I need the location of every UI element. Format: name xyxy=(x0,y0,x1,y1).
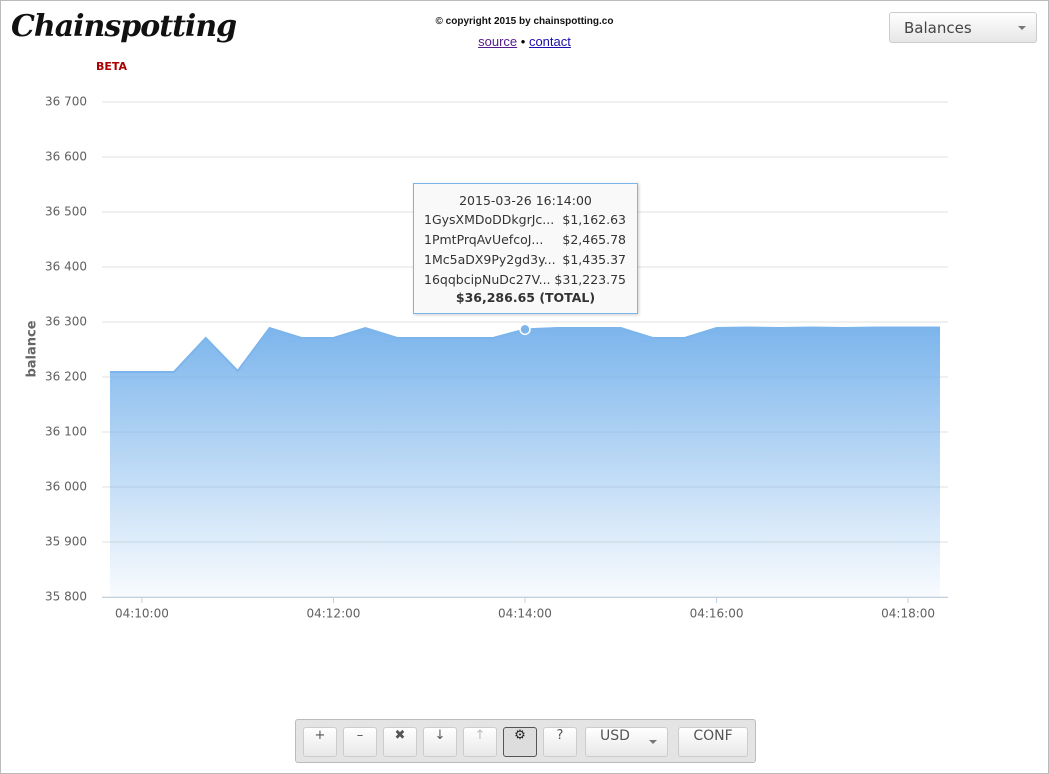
y-axis-title: balance xyxy=(25,320,40,377)
tooltip-amount: $2,465.78 xyxy=(562,232,626,247)
caret xyxy=(649,740,657,748)
y-tick-label: 36 600 xyxy=(45,150,87,164)
separator: • xyxy=(520,34,526,49)
tooltip-amount: $1,435.37 xyxy=(562,252,626,267)
dropdown-label: Balances xyxy=(904,19,972,37)
hover-point xyxy=(519,323,531,336)
y-tick-label: 36 700 xyxy=(45,95,87,109)
tooltip-address: 1PmtPrqAvUefcoJ... xyxy=(424,232,544,247)
toolbar-button[interactable]: ✖ xyxy=(383,727,417,757)
toolbar-button[interactable]: + xyxy=(303,727,337,757)
toolbar-button[interactable]: ⚙ xyxy=(503,727,537,757)
tooltip-total: $36,286.65 (TOTAL) xyxy=(455,290,596,305)
tooltip: 2015-03-26 16:14:00 $36,286.65 (TOTAL) 1… xyxy=(413,183,638,314)
toolbar-button[interactable]: ? xyxy=(543,727,577,757)
x-tick-label: 04:10:00 xyxy=(115,607,169,621)
currency-label: USD xyxy=(600,728,630,744)
y-tick-label: 36 200 xyxy=(45,370,87,384)
tooltip-title: 2015-03-26 16:14:00 xyxy=(459,193,592,208)
y-tick-label: 35 800 xyxy=(45,590,87,604)
y-tick-label: 35 900 xyxy=(45,535,87,549)
toolbar-button[interactable]: ↓ xyxy=(423,727,457,757)
tooltip-amount: $31,223.75 xyxy=(554,272,626,287)
logo[interactable]: Chainspotting xyxy=(11,9,237,44)
conf-button[interactable]: CONF xyxy=(678,727,748,757)
badge: BETA xyxy=(96,60,128,73)
area xyxy=(109,327,941,597)
y-tick-label: 36 100 xyxy=(45,425,87,439)
y-tick-label: 36 500 xyxy=(45,205,87,219)
tooltip-address: 16qqbcipNuDc27V... xyxy=(424,272,551,287)
toolbar-button[interactable]: ↑ xyxy=(463,727,497,757)
x-tick-label: 04:18:00 xyxy=(881,607,935,621)
y-tick-label: 36 300 xyxy=(45,315,87,329)
y-tick-label: 36 400 xyxy=(45,260,87,274)
tooltip-address: 1Mc5aDX9Py2gd3y... xyxy=(424,252,556,267)
toolbar: + – ✖ ↓ ↑ ⚙? USD CONF xyxy=(295,719,756,763)
contact-link[interactable]: contact xyxy=(528,34,571,49)
tooltip-amount: $1,162.63 xyxy=(562,212,626,227)
links: source • contact xyxy=(1,34,1048,49)
view-dropdown[interactable]: Balances xyxy=(889,12,1037,43)
x-tick-label: 04:14:00 xyxy=(498,607,552,621)
tooltip-address: 1GysXMDoDDkgrJc... xyxy=(424,212,555,227)
y-tick-label: 36 000 xyxy=(45,480,87,494)
currency-dropdown[interactable]: USD xyxy=(585,727,668,757)
source-link[interactable]: source xyxy=(478,34,518,49)
caret xyxy=(1018,26,1026,34)
x-tick-label: 04:16:00 xyxy=(690,607,744,621)
copyright: © copyright 2015 by chainspotting.co xyxy=(435,16,614,27)
x-tick-label: 04:12:00 xyxy=(306,607,360,621)
toolbar-button[interactable]: – xyxy=(343,727,377,757)
